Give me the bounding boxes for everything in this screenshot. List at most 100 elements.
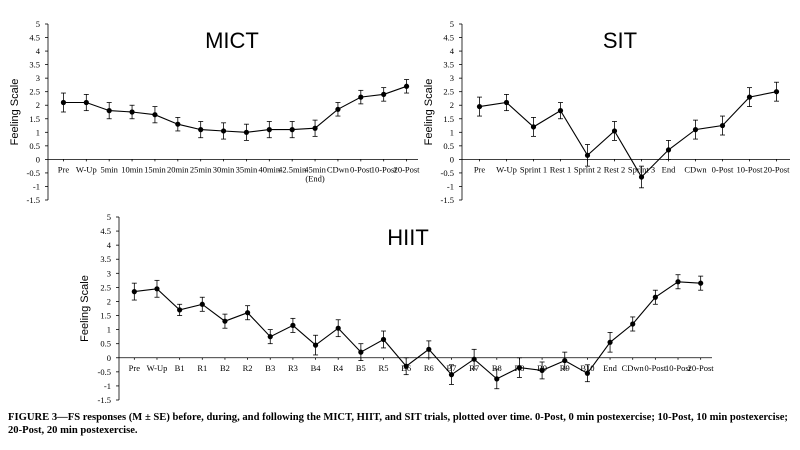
y-tick-label: 4.5: [29, 33, 40, 43]
data-point: [289, 127, 295, 133]
x-tick-label: 10min: [121, 164, 143, 174]
data-point: [177, 307, 183, 313]
y-tick-label: 4: [450, 46, 455, 56]
y-tick-label: -1: [104, 381, 111, 391]
data-point: [266, 127, 272, 133]
x-tick-label: 0-Post: [350, 164, 372, 174]
y-tick-label: 5: [107, 212, 111, 222]
data-point: [652, 294, 658, 300]
x-tick-label: Rest 1: [550, 164, 572, 174]
chart-mict: MICT Feeling Scale 5 4.5 4 3.5 3 2.5 2 1.5 1 0.5 0 -0…: [9, 19, 420, 205]
y-tick-label: 1.5: [100, 311, 111, 321]
x-tick-label: CDwn: [622, 363, 645, 373]
y-tick-label: 2: [450, 100, 454, 110]
x-tick-label: Pre: [474, 164, 486, 174]
y-tick-label: 4: [107, 240, 112, 250]
y-tick-label: 2.5: [100, 282, 111, 292]
y-tick-label: 2.5: [29, 87, 40, 97]
data-point: [557, 108, 564, 114]
y-tick-label: 1: [107, 325, 111, 335]
data-point: [381, 91, 387, 97]
y-tick-label: 3.5: [100, 254, 111, 264]
y-tick-label: 0: [450, 154, 454, 164]
x-tick-label: B4: [311, 363, 322, 373]
y-tick-label: -1.5: [441, 195, 454, 205]
x-tick-label: CDwn: [327, 164, 350, 174]
x-tick-label: B8: [492, 363, 502, 373]
data-point: [698, 280, 704, 286]
x-tick-label: B2: [220, 363, 230, 373]
data-point: [106, 108, 112, 114]
data-point: [198, 127, 204, 133]
data-point: [584, 370, 591, 376]
data-point: [562, 357, 568, 364]
x-tick-label: 5min: [100, 164, 118, 174]
data-point: [222, 318, 228, 324]
data-point: [530, 124, 537, 130]
x-tick-label: CDwn: [684, 164, 707, 174]
x-tick-label: 20-Post: [764, 164, 791, 174]
data-point: [719, 122, 726, 129]
x-tick-label: B1: [175, 363, 185, 373]
y-tick-label: 5: [36, 19, 40, 29]
data-point: [152, 112, 158, 118]
y-tick-label: 5: [450, 19, 454, 29]
data-point: [403, 83, 410, 89]
data-point: [199, 301, 205, 307]
x-tick-label: R5: [379, 363, 389, 373]
x-tick-label: Rest 2: [604, 164, 626, 174]
y-tick-label: 2.5: [443, 87, 454, 97]
chart-hiit: HIIT Feeling Scale 5 4.5 4 3.5 3 2.5 2 1.5 1 0.5 0 -0…: [79, 212, 714, 405]
x-tick-label: W-Up: [496, 164, 517, 174]
data-point: [335, 325, 341, 331]
y-tick-label: -1: [33, 181, 40, 191]
y-tick-label: -1.5: [98, 395, 111, 405]
x-tick-label: 15min: [144, 164, 166, 174]
figure-caption: FIGURE 3—FS responses (M ± SE) before, d…: [8, 412, 788, 436]
x-tick-label: B3: [265, 363, 275, 373]
x-tick-label: 25min: [190, 164, 212, 174]
x-tick-label: 10-Post: [737, 164, 764, 174]
data-point: [244, 310, 251, 316]
x-tick-label: 30min: [213, 164, 235, 174]
data-point: [312, 125, 318, 131]
x-tick-label: B5: [356, 363, 366, 373]
x-tick-label: R6: [424, 363, 434, 373]
data-point: [494, 376, 500, 382]
data-point: [665, 147, 672, 153]
data-point: [503, 99, 510, 106]
series-line: [63, 85, 407, 133]
data-point: [471, 356, 477, 362]
data-point: [243, 129, 250, 135]
data-point: [675, 279, 681, 285]
y-tick-label: 1: [36, 127, 40, 137]
x-tick-label: Pre: [129, 363, 141, 373]
data-point: [403, 363, 409, 369]
chart-title: MICT: [205, 28, 259, 53]
x-tick-label: Pre: [58, 164, 70, 174]
data-point: [220, 128, 227, 134]
x-tick-label: W-Up: [147, 363, 168, 373]
x-tick-label: 20min: [167, 164, 189, 174]
x-tick-label: 42.5min: [278, 164, 307, 174]
data-point: [539, 367, 545, 374]
data-point: [60, 99, 67, 106]
data-point: [630, 321, 636, 327]
y-tick-label: -0.5: [27, 168, 40, 178]
x-tick-label: 20-Post: [688, 363, 715, 373]
y-tick-label: 4.5: [100, 226, 111, 236]
chart-sit: SIT Feeling Scale 5 4.5 4 3.5 3 2.5 2 1.5 1 0.5 0 -0.…: [423, 19, 790, 205]
y-tick-label: -1: [447, 181, 454, 191]
x-tick-label: 35min: [236, 164, 258, 174]
y-axis-label: Feeling Scale: [79, 275, 91, 342]
x-tick-label: 10-Post: [371, 164, 398, 174]
data-point: [335, 106, 341, 112]
x-tick-label: R4: [333, 363, 344, 373]
x-tick-label: 20-Post: [394, 164, 421, 174]
data-point: [267, 334, 273, 340]
data-point: [290, 322, 296, 328]
data-point: [476, 103, 483, 110]
chart-title: HIIT: [387, 225, 429, 250]
x-tick-label: 0-Post: [644, 363, 666, 373]
data-point: [692, 127, 699, 133]
